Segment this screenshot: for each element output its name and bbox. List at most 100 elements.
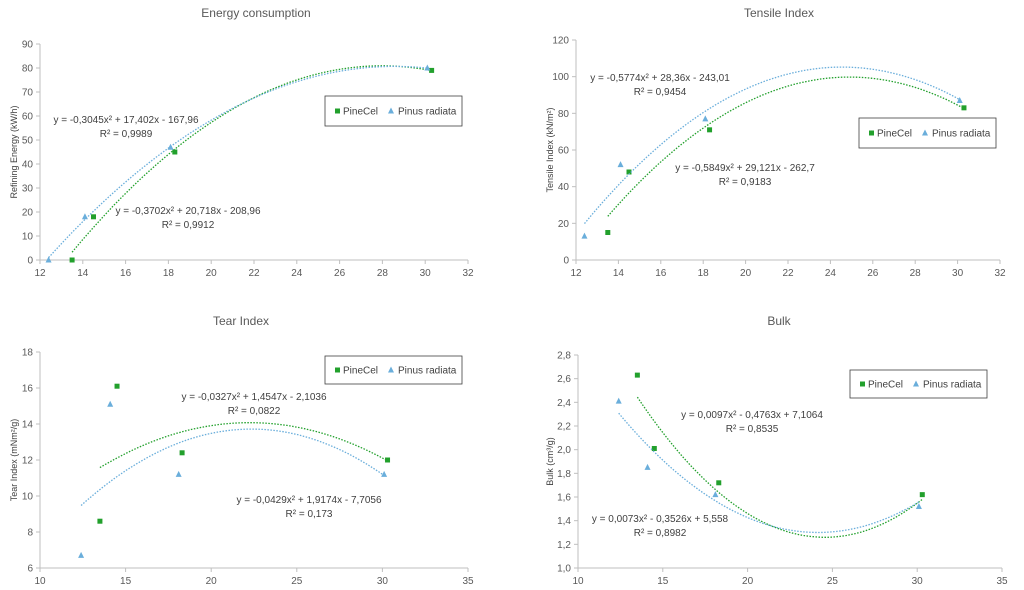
legend-box [858,117,997,149]
y-tick-label: 80 [22,64,34,75]
data-point-pinecel [179,450,185,456]
data-point-pinus-radiata [712,491,719,498]
y-tick-label: 1,8 [557,469,571,480]
legend-box [324,355,463,385]
legend-box [324,95,463,127]
y-tick-label: 2,2 [557,422,571,433]
y-tick-label: 120 [552,36,569,47]
y-tick-label: 16 [22,384,34,395]
trendline-equation: y = -0,5849x² + 29,121x - 262,7 [675,163,815,174]
y-tick-label: 60 [22,112,34,123]
y-axis-label: Tear Index (mNm²/g) [9,419,19,502]
chart-panel-1: Energy consumption 0 10 20 30 40 50 60 70 80 90 12 1… [9,6,474,279]
data-point-pinecel [385,457,391,463]
data-point-pinus-radiata [81,213,88,220]
legend-marker-pinecel [335,108,340,114]
x-tick-label: 22 [248,268,260,279]
x-tick-label: 26 [334,268,346,279]
y-axis-label: Refining Energy (kW/h) [9,105,19,198]
legend-marker-pinus-radiata [388,366,394,373]
legend-label-pinecel: PineCel [343,366,378,377]
trendline-equation: y = -0,3702x² + 20,718x - 208,96 [115,206,261,217]
trendline-r2: R² = 0,9454 [634,87,687,98]
legend-marker-pinus-radiata [913,380,919,387]
y-tick-label: 40 [558,182,570,193]
legend: PineCel Pinus radiata [324,355,463,385]
data-point-pinus-radiata [644,463,651,470]
trendline-equation: y = 0,0097x² - 0,4763x + 7,1064 [681,410,823,421]
data-point-pinus-radiata [381,470,388,477]
y-tick-label: 14 [22,420,34,431]
trendline-r2: R² = 0,173 [286,509,333,520]
x-tick-label: 16 [120,268,132,279]
x-tick-label: 25 [827,576,839,587]
data-point-pinus-radiata [45,256,52,263]
data-point-pinus-radiata [617,161,624,168]
trendline-equation: y = -0,5774x² + 28,36x - 243,01 [590,73,730,84]
legend-label-pinus-radiata: Pinus radiata [932,129,991,140]
trendline-pinecel [636,396,923,538]
y-axis-label: Bulk (cm³/g) [545,437,555,486]
y-tick-label: 30 [22,184,34,195]
y-tick-label: 20 [558,219,570,230]
x-tick-label: 10 [34,576,46,587]
y-tick-label: 10 [22,492,34,503]
x-tick-label: 18 [163,268,175,279]
trendline-equation: y = 0,0073x² - 0,3526x + 5,558 [592,514,729,525]
data-point-pinecel [114,383,120,389]
y-tick-label: 2,0 [557,445,571,456]
y-tick-label: 1,6 [557,493,571,504]
x-tick-label: 24 [291,268,303,279]
y-tick-label: 70 [22,88,34,99]
chart-panel-3: Tear Index 6 8 10 12 14 16 18 10 15 20 25 30 35 Tear I… [9,314,474,587]
y-tick-label: 8 [27,528,33,539]
legend-label-pinecel: PineCel [877,129,912,140]
y-tick-label: 60 [558,146,570,157]
legend-marker-pinecel [869,130,874,136]
x-tick-label: 24 [825,268,837,279]
legend: PineCel Pinus radiata [858,117,997,149]
chart-title: Bulk [767,314,791,328]
trendline-pinecel [607,76,965,217]
legend-label-pinus-radiata: Pinus radiata [398,366,457,377]
legend-label-pinus-radiata: Pinus radiata [398,107,457,118]
trendline-pinus-radiata [80,428,385,506]
chart-panel-4: Bulk 1,0 1,2 1,4 1,6 1,8 2,0 2,2 2,4 2,6 2,8 10 15 20… [545,314,1008,587]
y-tick-label: 10 [22,232,34,243]
y-tick-label: 0 [27,256,33,267]
x-tick-label: 28 [377,268,389,279]
data-point-pinecel [429,67,435,73]
trendline-pinecel [99,422,388,469]
x-tick-label: 30 [912,576,924,587]
x-tick-label: 16 [655,268,667,279]
data-point-pinecel [91,214,96,220]
x-tick-label: 18 [698,268,710,279]
x-tick-label: 32 [994,268,1006,279]
trendline-r2: R² = 0,0822 [228,406,281,417]
legend-label-pinecel: PineCel [868,380,903,391]
chart-panel-2: Tensile Index 0 20 40 60 80 100 120 12 14 16 18 20 22… [545,6,1006,279]
trendline-r2: R² = 0,8535 [726,424,779,435]
legend: PineCel Pinus radiata [324,95,463,127]
y-tick-label: 0 [563,256,569,267]
trendline-r2: R² = 0,9989 [100,129,153,140]
data-point-pinecel [707,127,713,133]
x-tick-label: 30 [952,268,964,279]
data-point-pinecel [97,518,103,524]
trendline-pinus-radiata [583,66,961,225]
y-tick-label: 50 [22,136,34,147]
legend-label-pinus-radiata: Pinus radiata [923,380,982,391]
chart-title: Energy consumption [201,6,310,20]
y-tick-label: 20 [22,208,34,219]
x-tick-label: 35 [996,576,1008,587]
y-axis-label: Tensile Index (kN/m²) [545,107,555,192]
x-tick-label: 25 [291,576,303,587]
x-tick-label: 20 [740,268,752,279]
x-tick-label: 20 [206,268,218,279]
x-tick-label: 15 [657,576,669,587]
legend-marker-pinecel [335,367,340,373]
data-point-pinus-radiata [702,115,709,122]
x-tick-label: 20 [206,576,218,587]
data-point-pinus-radiata [107,400,114,407]
data-point-pinecel [716,480,722,486]
